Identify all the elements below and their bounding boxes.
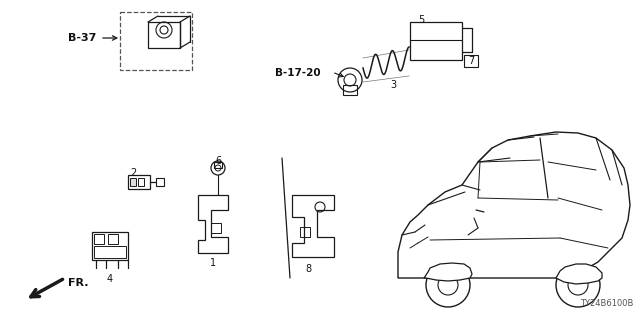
Bar xyxy=(343,85,357,95)
Text: B-17-20: B-17-20 xyxy=(275,68,321,78)
Bar xyxy=(108,234,118,244)
Bar xyxy=(156,178,164,186)
Bar xyxy=(464,55,478,67)
Text: 8: 8 xyxy=(305,264,311,274)
Bar xyxy=(214,162,222,168)
Bar xyxy=(92,232,128,260)
Text: TY24B6100B: TY24B6100B xyxy=(580,299,634,308)
Text: 1: 1 xyxy=(210,258,216,268)
Bar xyxy=(94,246,126,258)
Bar xyxy=(466,206,476,214)
Polygon shape xyxy=(398,132,630,278)
Text: 3: 3 xyxy=(390,80,396,90)
Bar xyxy=(148,22,180,48)
Text: FR.: FR. xyxy=(68,278,88,288)
Polygon shape xyxy=(424,263,472,281)
Bar xyxy=(462,230,472,238)
Text: 6: 6 xyxy=(215,156,221,166)
Bar xyxy=(128,175,150,189)
Bar xyxy=(138,178,144,186)
Text: 4: 4 xyxy=(107,274,113,284)
Text: B-37: B-37 xyxy=(68,33,97,43)
Bar xyxy=(300,227,310,237)
Text: 5: 5 xyxy=(418,15,424,25)
Bar xyxy=(410,22,462,60)
Text: 2: 2 xyxy=(130,168,136,178)
Text: 7: 7 xyxy=(468,56,474,66)
Bar xyxy=(120,12,192,70)
Bar xyxy=(525,140,577,168)
Bar xyxy=(94,234,104,244)
Polygon shape xyxy=(556,264,602,284)
Bar xyxy=(484,208,492,215)
Bar xyxy=(130,178,136,186)
Bar xyxy=(211,223,221,233)
